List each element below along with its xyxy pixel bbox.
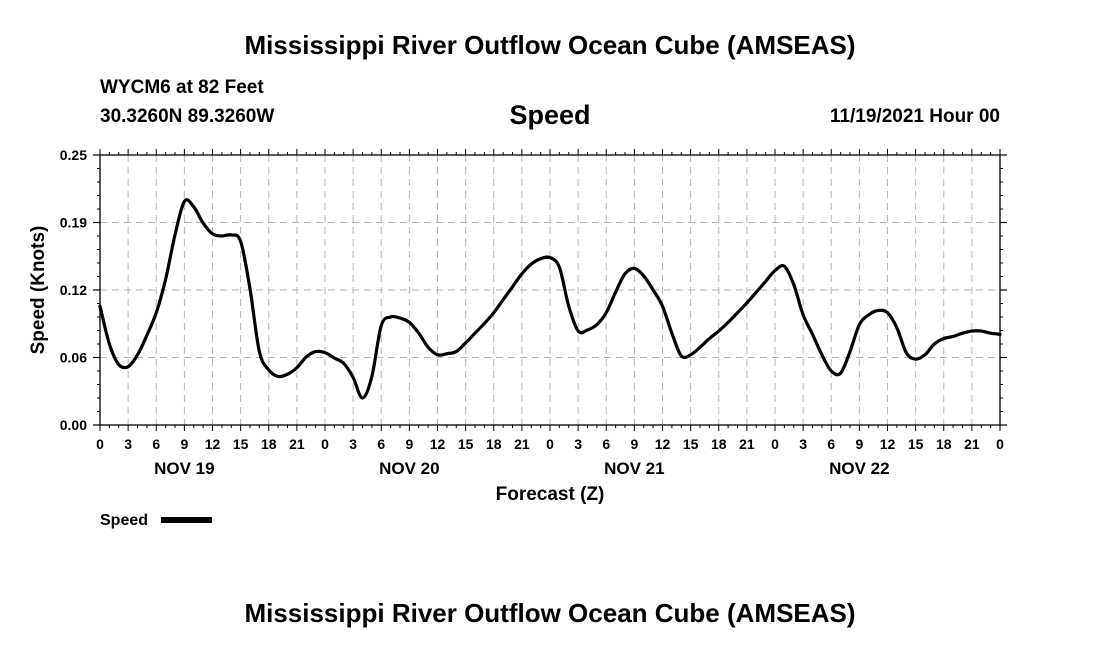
- x-tick-label: 6: [377, 436, 385, 452]
- chart-main-title: Mississippi River Outflow Ocean Cube (AM…: [244, 30, 856, 60]
- x-tick-label: 0: [996, 436, 1004, 452]
- variable-title: Speed: [509, 100, 591, 130]
- x-tick-label: 18: [486, 436, 502, 452]
- x-tick-label: 9: [630, 436, 638, 452]
- y-axis-title: Speed (Knots): [28, 226, 49, 355]
- x-tick-label: 18: [936, 436, 952, 452]
- x-tick-label: 0: [546, 436, 554, 452]
- x-tick-label: 3: [124, 436, 132, 452]
- x-axis-title: Forecast (Z): [496, 484, 605, 505]
- x-tick-label: 9: [855, 436, 863, 452]
- x-tick-label: 0: [771, 436, 779, 452]
- x-day-label: NOV 20: [379, 459, 439, 478]
- x-tick-label: 9: [180, 436, 188, 452]
- x-tick-label: 3: [574, 436, 582, 452]
- x-tick-label: 21: [739, 436, 755, 452]
- x-tick-label: 6: [602, 436, 610, 452]
- x-tick-label: 0: [96, 436, 104, 452]
- x-tick-label: 6: [827, 436, 835, 452]
- x-tick-label: 15: [458, 436, 474, 452]
- footer-title: Mississippi River Outflow Ocean Cube (AM…: [244, 598, 856, 628]
- x-tick-label: 12: [880, 436, 896, 452]
- x-tick-label: 15: [233, 436, 249, 452]
- x-day-label: NOV 21: [604, 459, 664, 478]
- x-tick-label: 12: [430, 436, 446, 452]
- station-label: WYCM6 at 82 Feet: [100, 77, 264, 98]
- x-day-label: NOV 19: [154, 459, 214, 478]
- speed-chart: 0.00 0.06 0.12 0.19 0.25 0 3 6 9 12 15 18 21 0 3 6 9 12 15…: [28, 147, 1007, 529]
- x-tick-label: 6: [152, 436, 160, 452]
- speed-series-line: [98, 198, 1002, 400]
- x-tick-label: 15: [683, 436, 699, 452]
- x-tick-label: 12: [205, 436, 221, 452]
- x-tick-label: 21: [289, 436, 305, 452]
- x-tick-label: 12: [655, 436, 671, 452]
- x-tick-label: 21: [964, 436, 980, 452]
- x-day-label: NOV 22: [829, 459, 889, 478]
- forecast-datetime: 11/19/2021 Hour 00: [829, 106, 1000, 127]
- legend-label: Speed: [100, 512, 148, 529]
- x-tick-label: 9: [405, 436, 413, 452]
- y-tick-label: 0.25: [60, 147, 87, 163]
- x-tick-label: 21: [514, 436, 530, 452]
- coordinates-label: 30.3260N 89.3260W: [100, 106, 275, 127]
- y-tick-label: 0.12: [60, 282, 87, 298]
- x-tick-label: 18: [261, 436, 277, 452]
- y-tick-label: 0.19: [60, 215, 87, 231]
- x-tick-label: 15: [908, 436, 924, 452]
- x-tick-label: 3: [349, 436, 357, 452]
- y-tick-label: 0.06: [60, 350, 87, 366]
- x-tick-label: 0: [321, 436, 329, 452]
- x-tick-label: 18: [711, 436, 727, 452]
- y-tick-label: 0.00: [60, 417, 87, 433]
- x-tick-label: 3: [799, 436, 807, 452]
